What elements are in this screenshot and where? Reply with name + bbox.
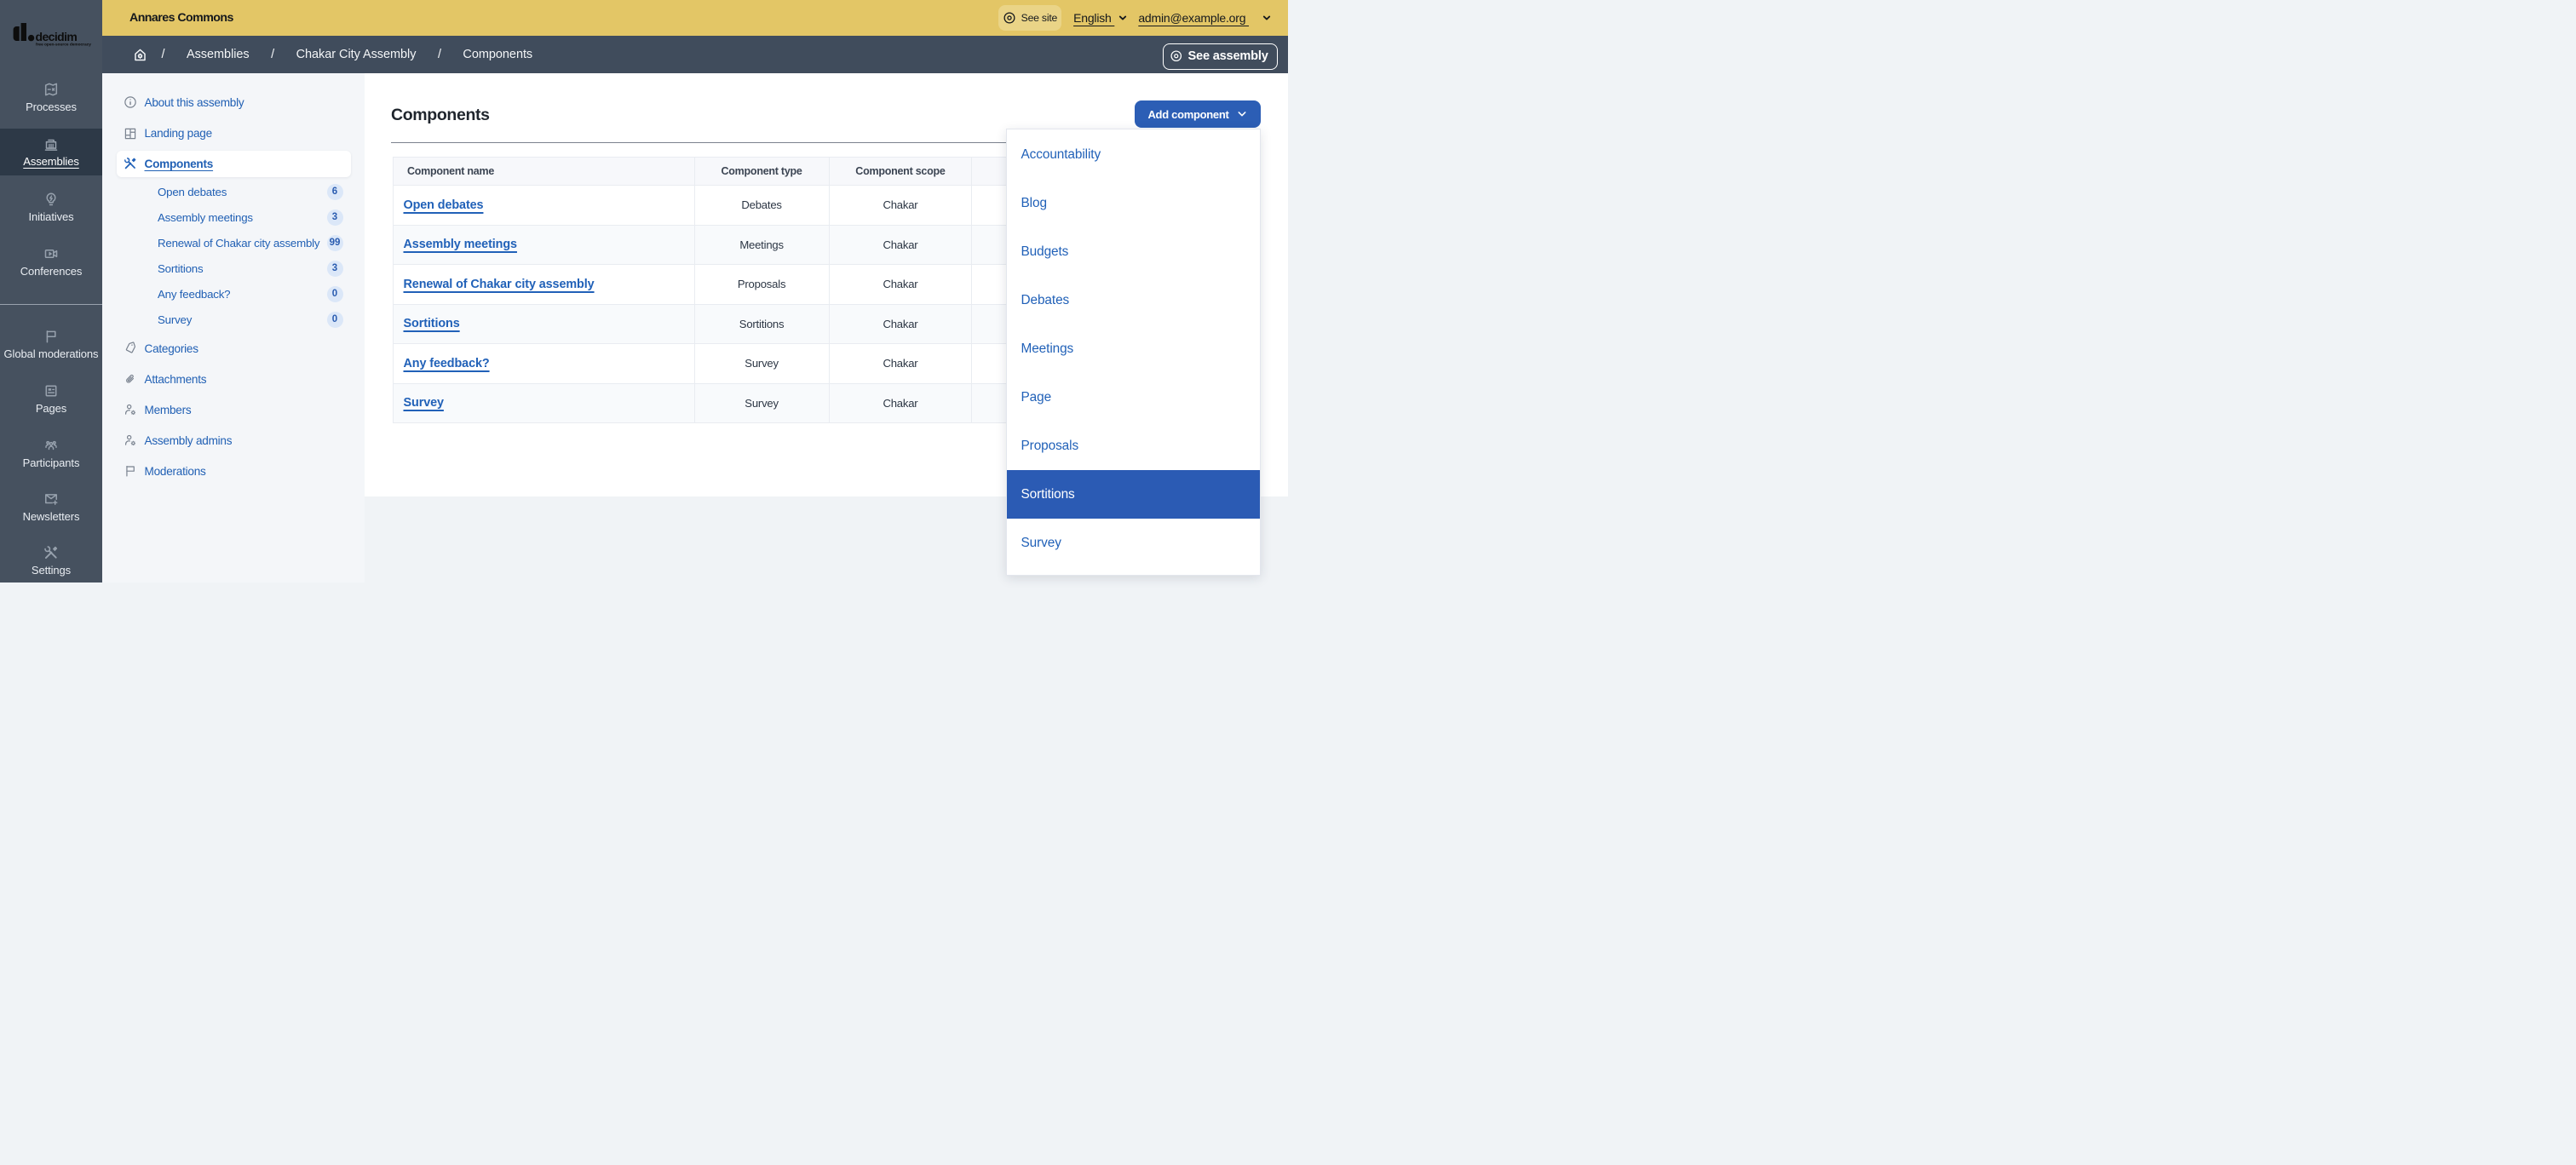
svg-text:free open-source democracy: free open-source democracy [36,43,91,48]
svg-text:decidim: decidim [36,30,78,43]
